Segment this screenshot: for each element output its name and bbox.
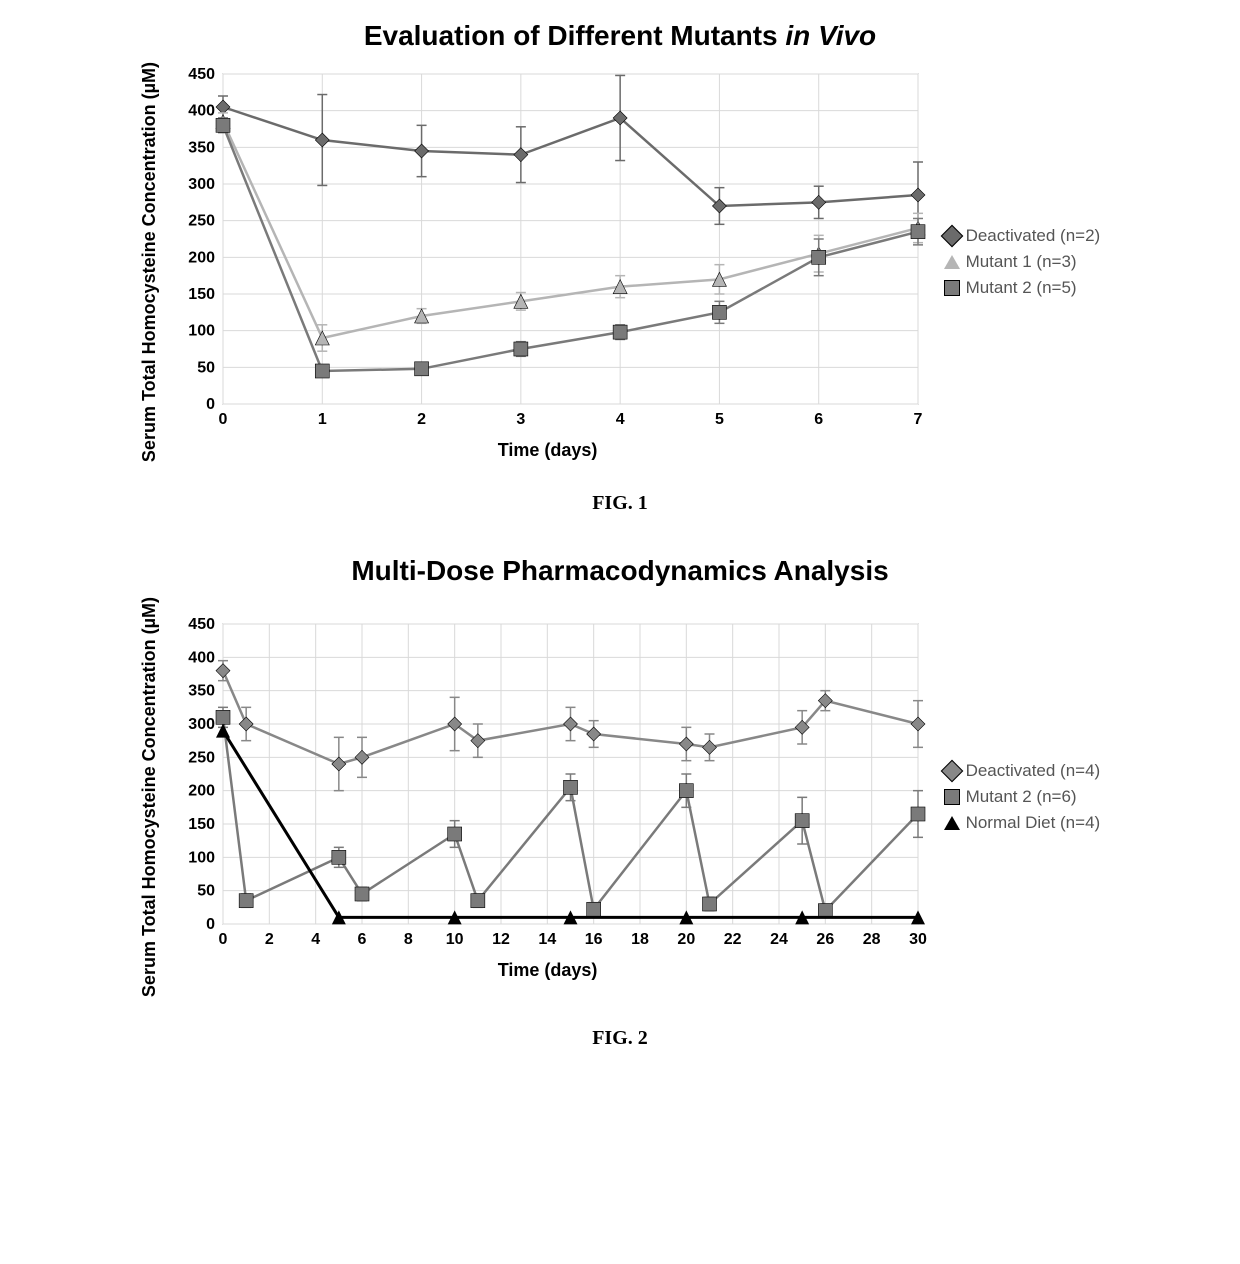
legend-label: Mutant 1 (n=3): [966, 252, 1077, 272]
chart1-legend: Deactivated (n=2) Mutant 1 (n=3) Mutant 2 …: [944, 220, 1101, 304]
svg-text:350: 350: [188, 682, 215, 699]
svg-text:150: 150: [188, 816, 215, 833]
svg-text:3: 3: [516, 411, 525, 428]
svg-text:20: 20: [677, 931, 695, 948]
svg-text:350: 350: [188, 139, 215, 156]
legend-marker: [944, 280, 960, 296]
svg-text:100: 100: [188, 849, 215, 866]
legend-label: Mutant 2 (n=6): [966, 787, 1077, 807]
chart2-xlabel: Time (days): [498, 960, 598, 981]
svg-text:300: 300: [188, 716, 215, 733]
svg-text:5: 5: [715, 411, 724, 428]
svg-text:24: 24: [770, 931, 788, 948]
svg-text:10: 10: [445, 931, 463, 948]
legend-marker: [940, 225, 963, 248]
svg-text:12: 12: [492, 931, 510, 948]
chart2-svg: 0501001502002503003504004500246810121416…: [168, 614, 928, 954]
fig2-caption: FIG. 2: [20, 1027, 1220, 1050]
legend-label: Normal Diet (n=4): [966, 813, 1101, 833]
svg-text:30: 30: [909, 931, 927, 948]
legend-marker: [944, 255, 960, 269]
chart1-title-italic: in Vivo: [785, 20, 876, 51]
svg-text:14: 14: [538, 931, 556, 948]
svg-text:4: 4: [615, 411, 624, 428]
svg-text:28: 28: [862, 931, 880, 948]
figure-1: Evaluation of Different Mutants in Vivo …: [20, 20, 1220, 515]
chart1-xlabel: Time (days): [498, 440, 598, 461]
svg-text:4: 4: [311, 931, 320, 948]
svg-text:0: 0: [218, 411, 227, 428]
svg-text:8: 8: [403, 931, 412, 948]
fig1-caption: FIG. 1: [20, 492, 1220, 515]
svg-text:150: 150: [188, 286, 215, 303]
svg-text:1: 1: [317, 411, 326, 428]
legend-label: Deactivated (n=4): [966, 761, 1101, 781]
svg-text:250: 250: [188, 749, 215, 766]
svg-text:450: 450: [188, 66, 215, 83]
legend-marker: [944, 789, 960, 805]
legend-marker: [944, 816, 960, 830]
svg-text:0: 0: [218, 931, 227, 948]
chart1-title: Evaluation of Different Mutants in Vivo: [20, 20, 1220, 52]
svg-text:0: 0: [206, 916, 215, 933]
svg-text:7: 7: [913, 411, 922, 428]
svg-text:450: 450: [188, 616, 215, 633]
chart1-plot-col: 0 50 100 150 200 250 300 350 400 450 0 1 2 3 4 5 6 7 Time…: [168, 64, 928, 461]
chart1-svg: 0 50 100 150 200 250 300 350 400 450 0 1 2 3 4 5 6 7: [168, 64, 928, 434]
svg-text:100: 100: [188, 322, 215, 339]
legend-item: Deactivated (n=4): [944, 761, 1101, 781]
chart2-title: Multi-Dose Pharmacodynamics Analysis: [20, 555, 1220, 587]
legend-item: Mutant 1 (n=3): [944, 252, 1101, 272]
svg-text:400: 400: [188, 649, 215, 666]
svg-text:250: 250: [188, 212, 215, 229]
chart1-ylabel: Serum Total Homocysteine Concentration (…: [140, 62, 160, 462]
svg-text:16: 16: [584, 931, 602, 948]
svg-text:50: 50: [197, 359, 215, 376]
legend-label: Mutant 2 (n=5): [966, 278, 1077, 298]
svg-text:50: 50: [197, 882, 215, 899]
legend-label: Deactivated (n=2): [966, 226, 1101, 246]
figure-2: Multi-Dose Pharmacodynamics Analysis Ser…: [20, 555, 1220, 1050]
svg-text:6: 6: [357, 931, 366, 948]
legend-item: Deactivated (n=2): [944, 226, 1101, 246]
chart2-wrap: Serum Total Homocysteine Concentration (…: [20, 597, 1220, 997]
svg-text:2: 2: [417, 411, 426, 428]
legend-item: Normal Diet (n=4): [944, 813, 1101, 833]
chart1-title-pre: Evaluation of Different Mutants: [364, 20, 786, 51]
chart2-legend: Deactivated (n=4) Mutant 2 (n=6) Normal Di…: [944, 755, 1101, 839]
svg-text:400: 400: [188, 102, 215, 119]
svg-text:0: 0: [206, 396, 215, 413]
svg-text:200: 200: [188, 249, 215, 266]
svg-text:200: 200: [188, 782, 215, 799]
legend-marker: [940, 760, 963, 783]
svg-text:22: 22: [723, 931, 741, 948]
svg-text:18: 18: [631, 931, 649, 948]
chart1-wrap: Serum Total Homocysteine Concentration (…: [20, 62, 1220, 462]
legend-item: Mutant 2 (n=5): [944, 278, 1101, 298]
svg-text:26: 26: [816, 931, 834, 948]
chart2-ylabel: Serum Total Homocysteine Concentration (…: [140, 597, 160, 997]
chart2-plot-col: 0501001502002503003504004500246810121416…: [168, 614, 928, 981]
legend-item: Mutant 2 (n=6): [944, 787, 1101, 807]
svg-text:300: 300: [188, 176, 215, 193]
svg-text:2: 2: [264, 931, 273, 948]
svg-text:6: 6: [814, 411, 823, 428]
